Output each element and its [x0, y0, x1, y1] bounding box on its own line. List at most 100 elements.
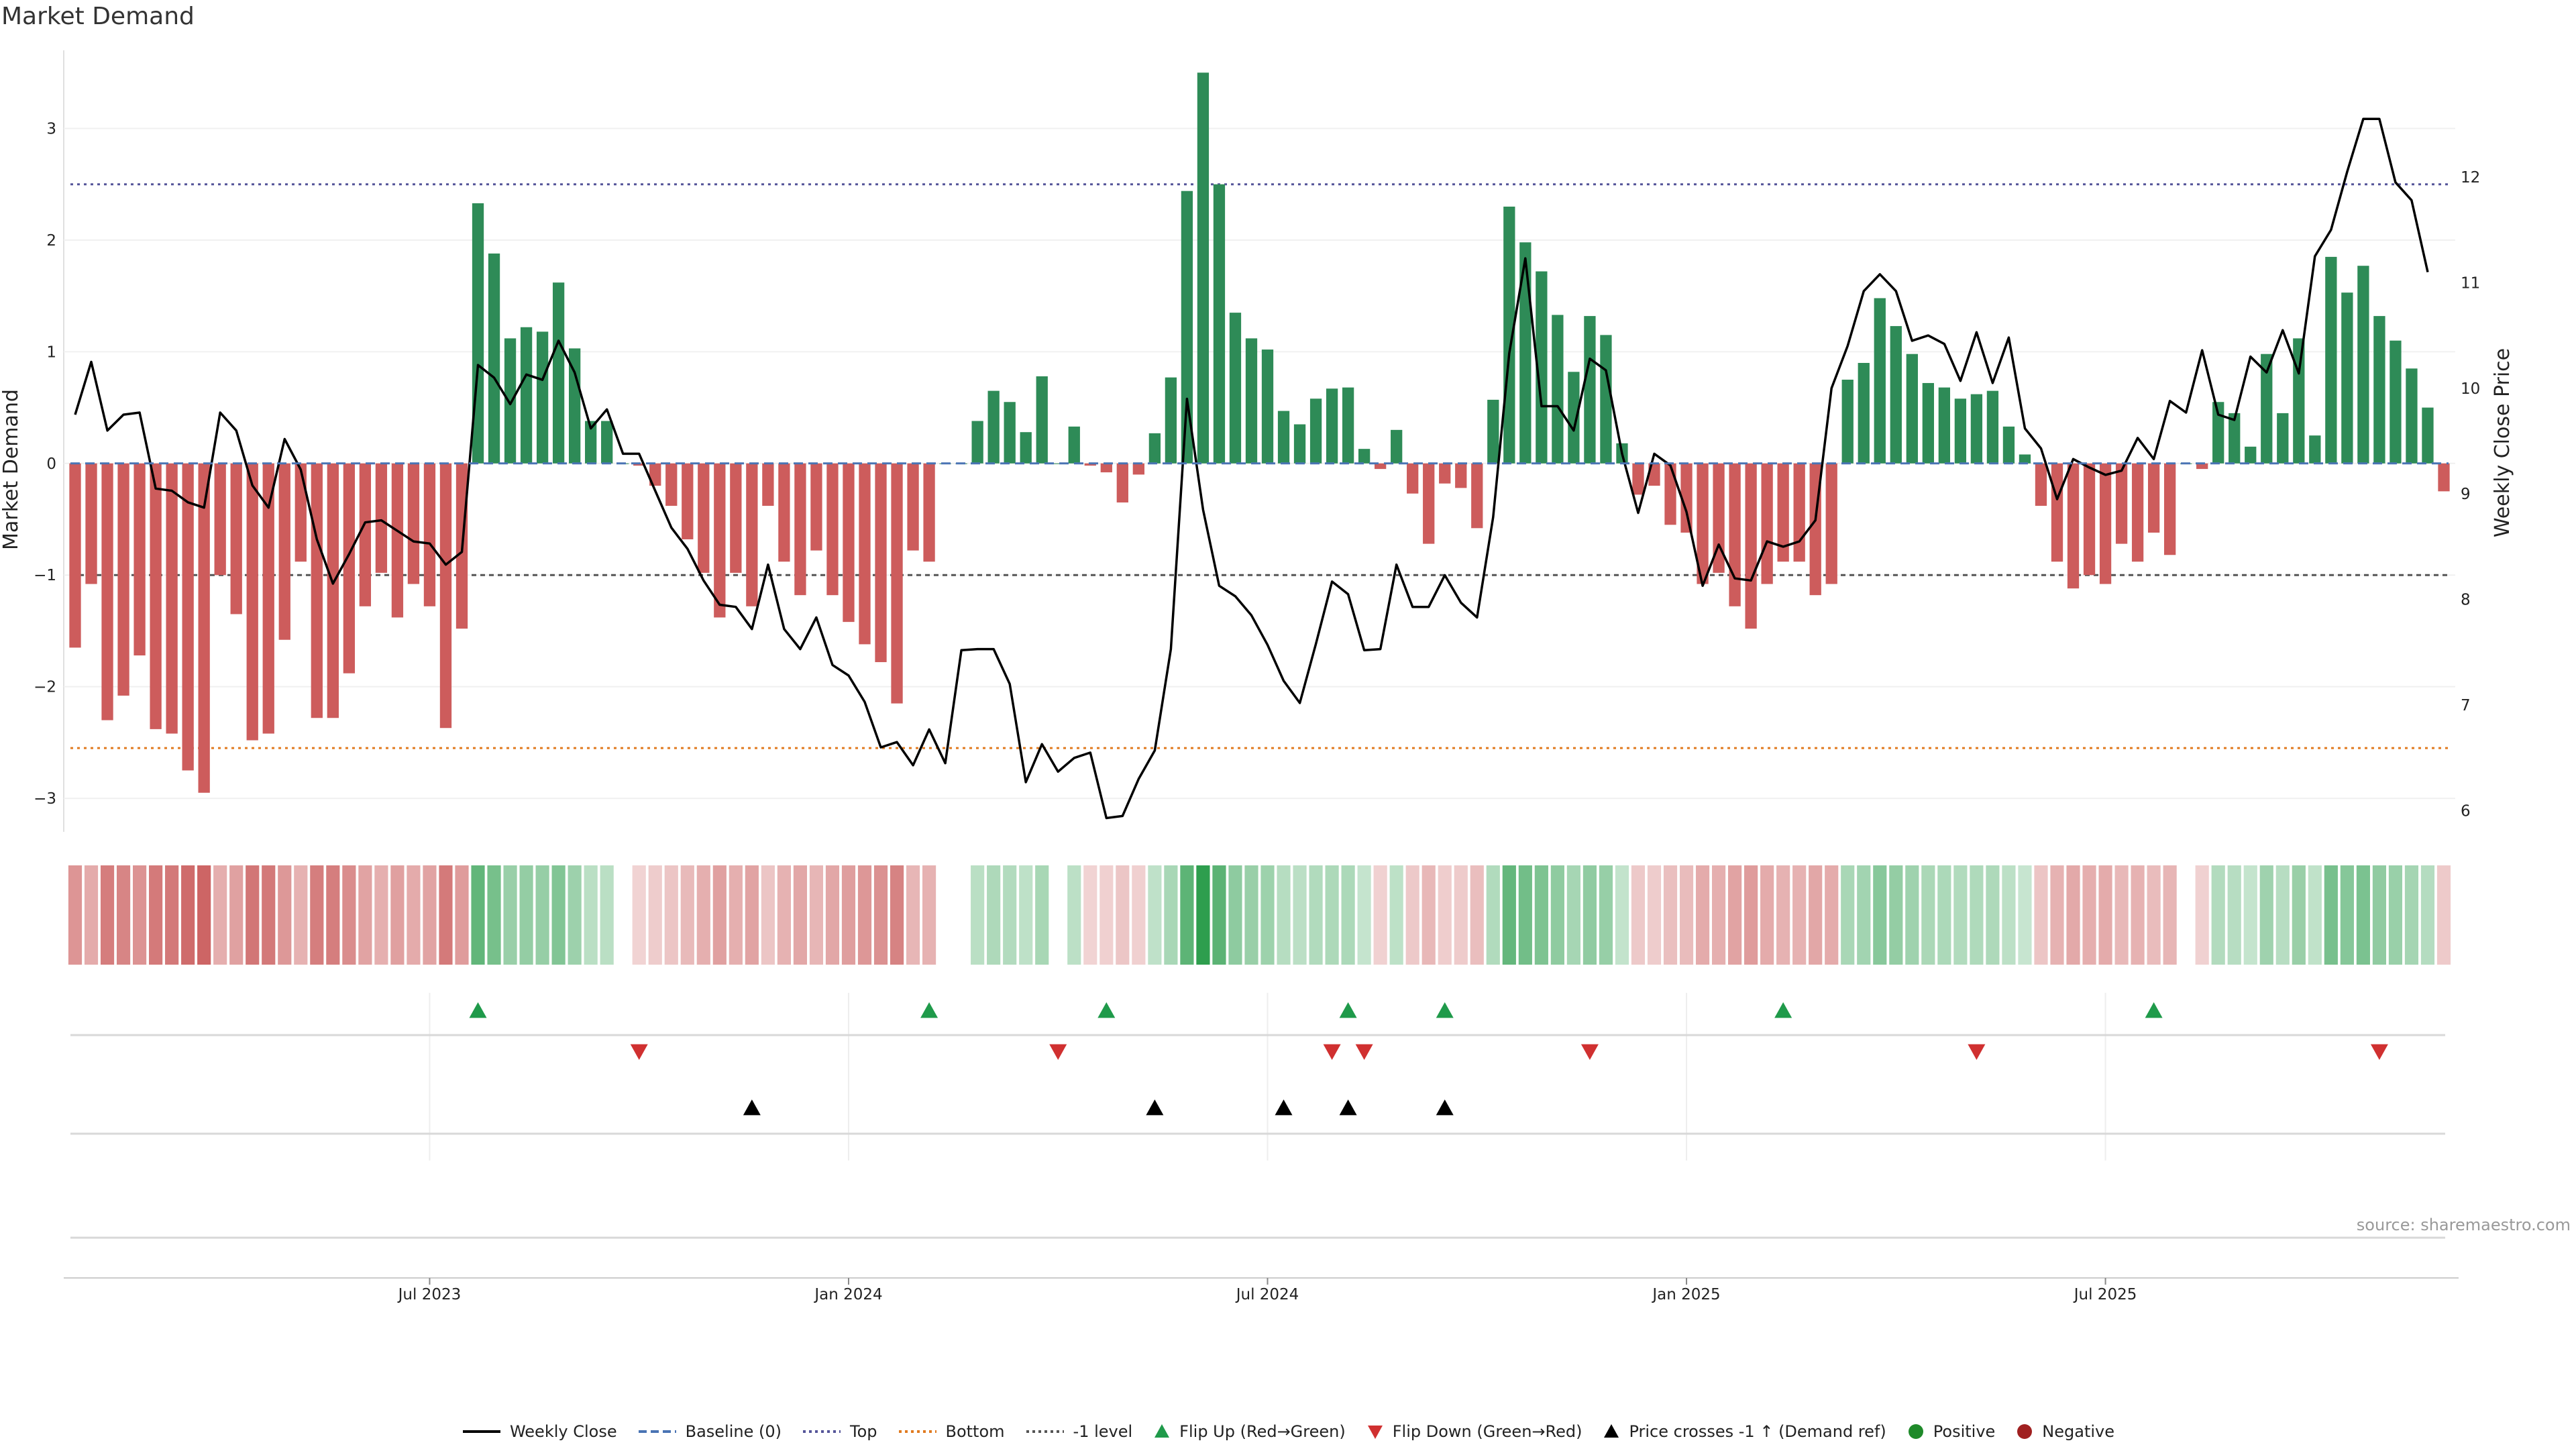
- legend-label: Negative: [2042, 1422, 2115, 1441]
- heat-cell: [229, 865, 244, 965]
- heat-cell: [1164, 865, 1178, 965]
- demand-bar: [2341, 292, 2353, 464]
- demand-bar: [1439, 463, 1451, 484]
- flip-up-marker: [1774, 1002, 1792, 1018]
- demand-bar: [1793, 463, 1805, 562]
- demand-bar: [1084, 463, 1096, 466]
- heat-cell: [1695, 865, 1710, 965]
- heat-cell: [873, 865, 888, 965]
- demand-bar: [391, 463, 404, 618]
- y2-tick-label: 11: [2461, 274, 2480, 292]
- legend-swatch-marker: [1604, 1424, 1619, 1438]
- heat-cell: [664, 865, 678, 965]
- heat-cell: [455, 865, 469, 965]
- heat-cell: [1760, 865, 1774, 965]
- demand-bar: [2309, 435, 2321, 464]
- demand-bar: [1648, 463, 1660, 486]
- legend-swatch-marker: [2017, 1424, 2033, 1439]
- heat-cell: [825, 865, 840, 965]
- legend-swatch-marker: [1155, 1424, 1170, 1438]
- legend-swatch-marker: [1367, 1426, 1383, 1439]
- demand-bar: [423, 463, 436, 606]
- legend-swatch: [462, 1430, 500, 1433]
- demand-bar: [1165, 377, 1177, 464]
- heat-cell: [1776, 865, 1790, 965]
- x-tick-label: Jan 2024: [813, 1286, 882, 1303]
- legend-label: Weekly Close: [509, 1422, 617, 1441]
- y-axis-label: Market Demand: [0, 389, 23, 550]
- heat-cell: [906, 865, 920, 965]
- demand-bar: [923, 463, 935, 562]
- heat-cell: [1083, 865, 1097, 965]
- heat-cell: [358, 865, 372, 965]
- heat-cell: [1116, 865, 1130, 965]
- demand-bar: [1906, 354, 1918, 464]
- demand-bar: [2438, 463, 2450, 492]
- legend-item: Price crosses -1 ↑ (Demand ref): [1602, 1422, 1886, 1441]
- flip-up-marker: [1436, 1002, 1454, 1018]
- heat-cell: [471, 865, 485, 965]
- heat-cell: [1647, 865, 1662, 965]
- demand-bar: [730, 463, 742, 573]
- heat-cell: [696, 865, 710, 965]
- heat-cell: [2098, 865, 2112, 965]
- price-cross-marker: [1275, 1099, 1293, 1116]
- heat-cell: [857, 865, 872, 965]
- heat-cell: [745, 865, 759, 965]
- flip-down-marker: [1968, 1044, 1986, 1060]
- demand-bar: [1552, 315, 1564, 464]
- y2-axis-ticks: 6 7 8 9 10 11 12: [2461, 169, 2480, 820]
- heat-cell: [809, 865, 824, 965]
- demand-bar: [2277, 413, 2289, 464]
- heat-cell: [2404, 865, 2419, 965]
- legend-swatch: [1155, 1424, 1170, 1438]
- y-tick-label: −1: [34, 567, 56, 584]
- demand-bar: [971, 421, 983, 464]
- heat-cell: [1405, 865, 1419, 965]
- heat-cell: [1180, 865, 1194, 965]
- demand-bar: [359, 463, 372, 606]
- heat-cell: [2243, 865, 2257, 965]
- legend-label: Baseline (0): [685, 1422, 782, 1441]
- heat-cell: [2420, 865, 2435, 965]
- legend-swatch: [2017, 1424, 2033, 1439]
- heat-cell: [761, 865, 775, 965]
- flip-down-marker: [2370, 1044, 2388, 1060]
- heat-cell: [1744, 865, 1758, 965]
- y-tick-label: 3: [46, 121, 56, 138]
- demand-bar: [2325, 256, 2337, 464]
- heat-cell: [165, 865, 179, 965]
- heat-cell: [1953, 865, 1968, 965]
- demand-bar: [1777, 463, 1789, 562]
- demand-bar: [1261, 350, 1274, 464]
- demand-bar: [2245, 446, 2257, 464]
- heat-cell: [2002, 865, 2016, 965]
- demand-bar: [2261, 354, 2273, 464]
- heat-cell: [503, 865, 517, 965]
- heat-cell: [1582, 865, 1597, 965]
- demand-bar: [1197, 72, 1210, 464]
- y-tick-label: −2: [34, 679, 56, 696]
- flip-up-marker: [2145, 1002, 2163, 1018]
- heat-cell: [519, 865, 533, 965]
- heat-cell: [712, 865, 727, 965]
- y-axis-ticks: −3 −2 −1 0 1 2 3: [34, 121, 56, 808]
- heat-cell: [1373, 865, 1387, 965]
- demand-bar: [585, 421, 597, 464]
- heat-cell: [1325, 865, 1339, 965]
- y-tick-label: 0: [46, 455, 56, 473]
- heat-cell: [1244, 865, 1258, 965]
- heat-cell: [133, 865, 147, 965]
- heat-cell: [2147, 865, 2161, 965]
- demand-bar: [1132, 463, 1144, 475]
- demand-bar: [2422, 407, 2434, 464]
- legend-swatch: [1367, 1426, 1383, 1439]
- demand-bar: [1245, 338, 1258, 464]
- x-tick-label: Jan 2025: [1651, 1286, 1720, 1303]
- heat-cell: [2340, 865, 2354, 965]
- demand-bar: [1148, 433, 1161, 464]
- weekly-close-layer: [74, 117, 2429, 820]
- legend-item: Positive: [1907, 1422, 1995, 1441]
- heat-cell: [1148, 865, 1162, 965]
- heat-cell: [1277, 865, 1291, 965]
